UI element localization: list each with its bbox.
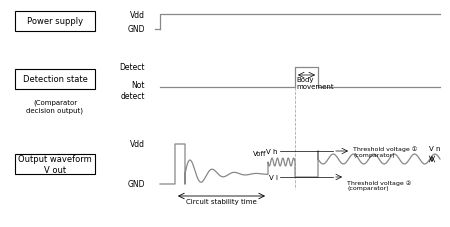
- Text: Detection state: Detection state: [22, 75, 87, 84]
- Text: Voff: Voff: [252, 150, 266, 156]
- Text: Circuit stability time: Circuit stability time: [186, 198, 257, 204]
- Text: V l: V l: [269, 174, 278, 180]
- Bar: [15, 70, 95, 90]
- Text: Output waveform
V out: Output waveform V out: [18, 155, 92, 174]
- Text: Body
movement: Body movement: [296, 77, 333, 90]
- Text: Vdd: Vdd: [130, 140, 145, 149]
- Text: Not
detect: Not detect: [121, 81, 145, 100]
- Text: Threshold voltage ②
(comparator): Threshold voltage ② (comparator): [347, 179, 411, 190]
- Bar: [15, 154, 95, 174]
- Bar: [15, 12, 95, 32]
- Text: Power supply: Power supply: [27, 17, 83, 26]
- Text: (Comparator
decision output): (Comparator decision output): [27, 100, 84, 114]
- Text: GND: GND: [127, 25, 145, 34]
- Text: Threshold voltage ①
(comparator): Threshold voltage ① (comparator): [353, 146, 418, 157]
- Text: V h: V h: [266, 148, 278, 154]
- Text: GND: GND: [127, 180, 145, 189]
- Text: V n: V n: [429, 145, 441, 151]
- Text: Vdd: Vdd: [130, 10, 145, 20]
- Text: Detect: Detect: [120, 63, 145, 72]
